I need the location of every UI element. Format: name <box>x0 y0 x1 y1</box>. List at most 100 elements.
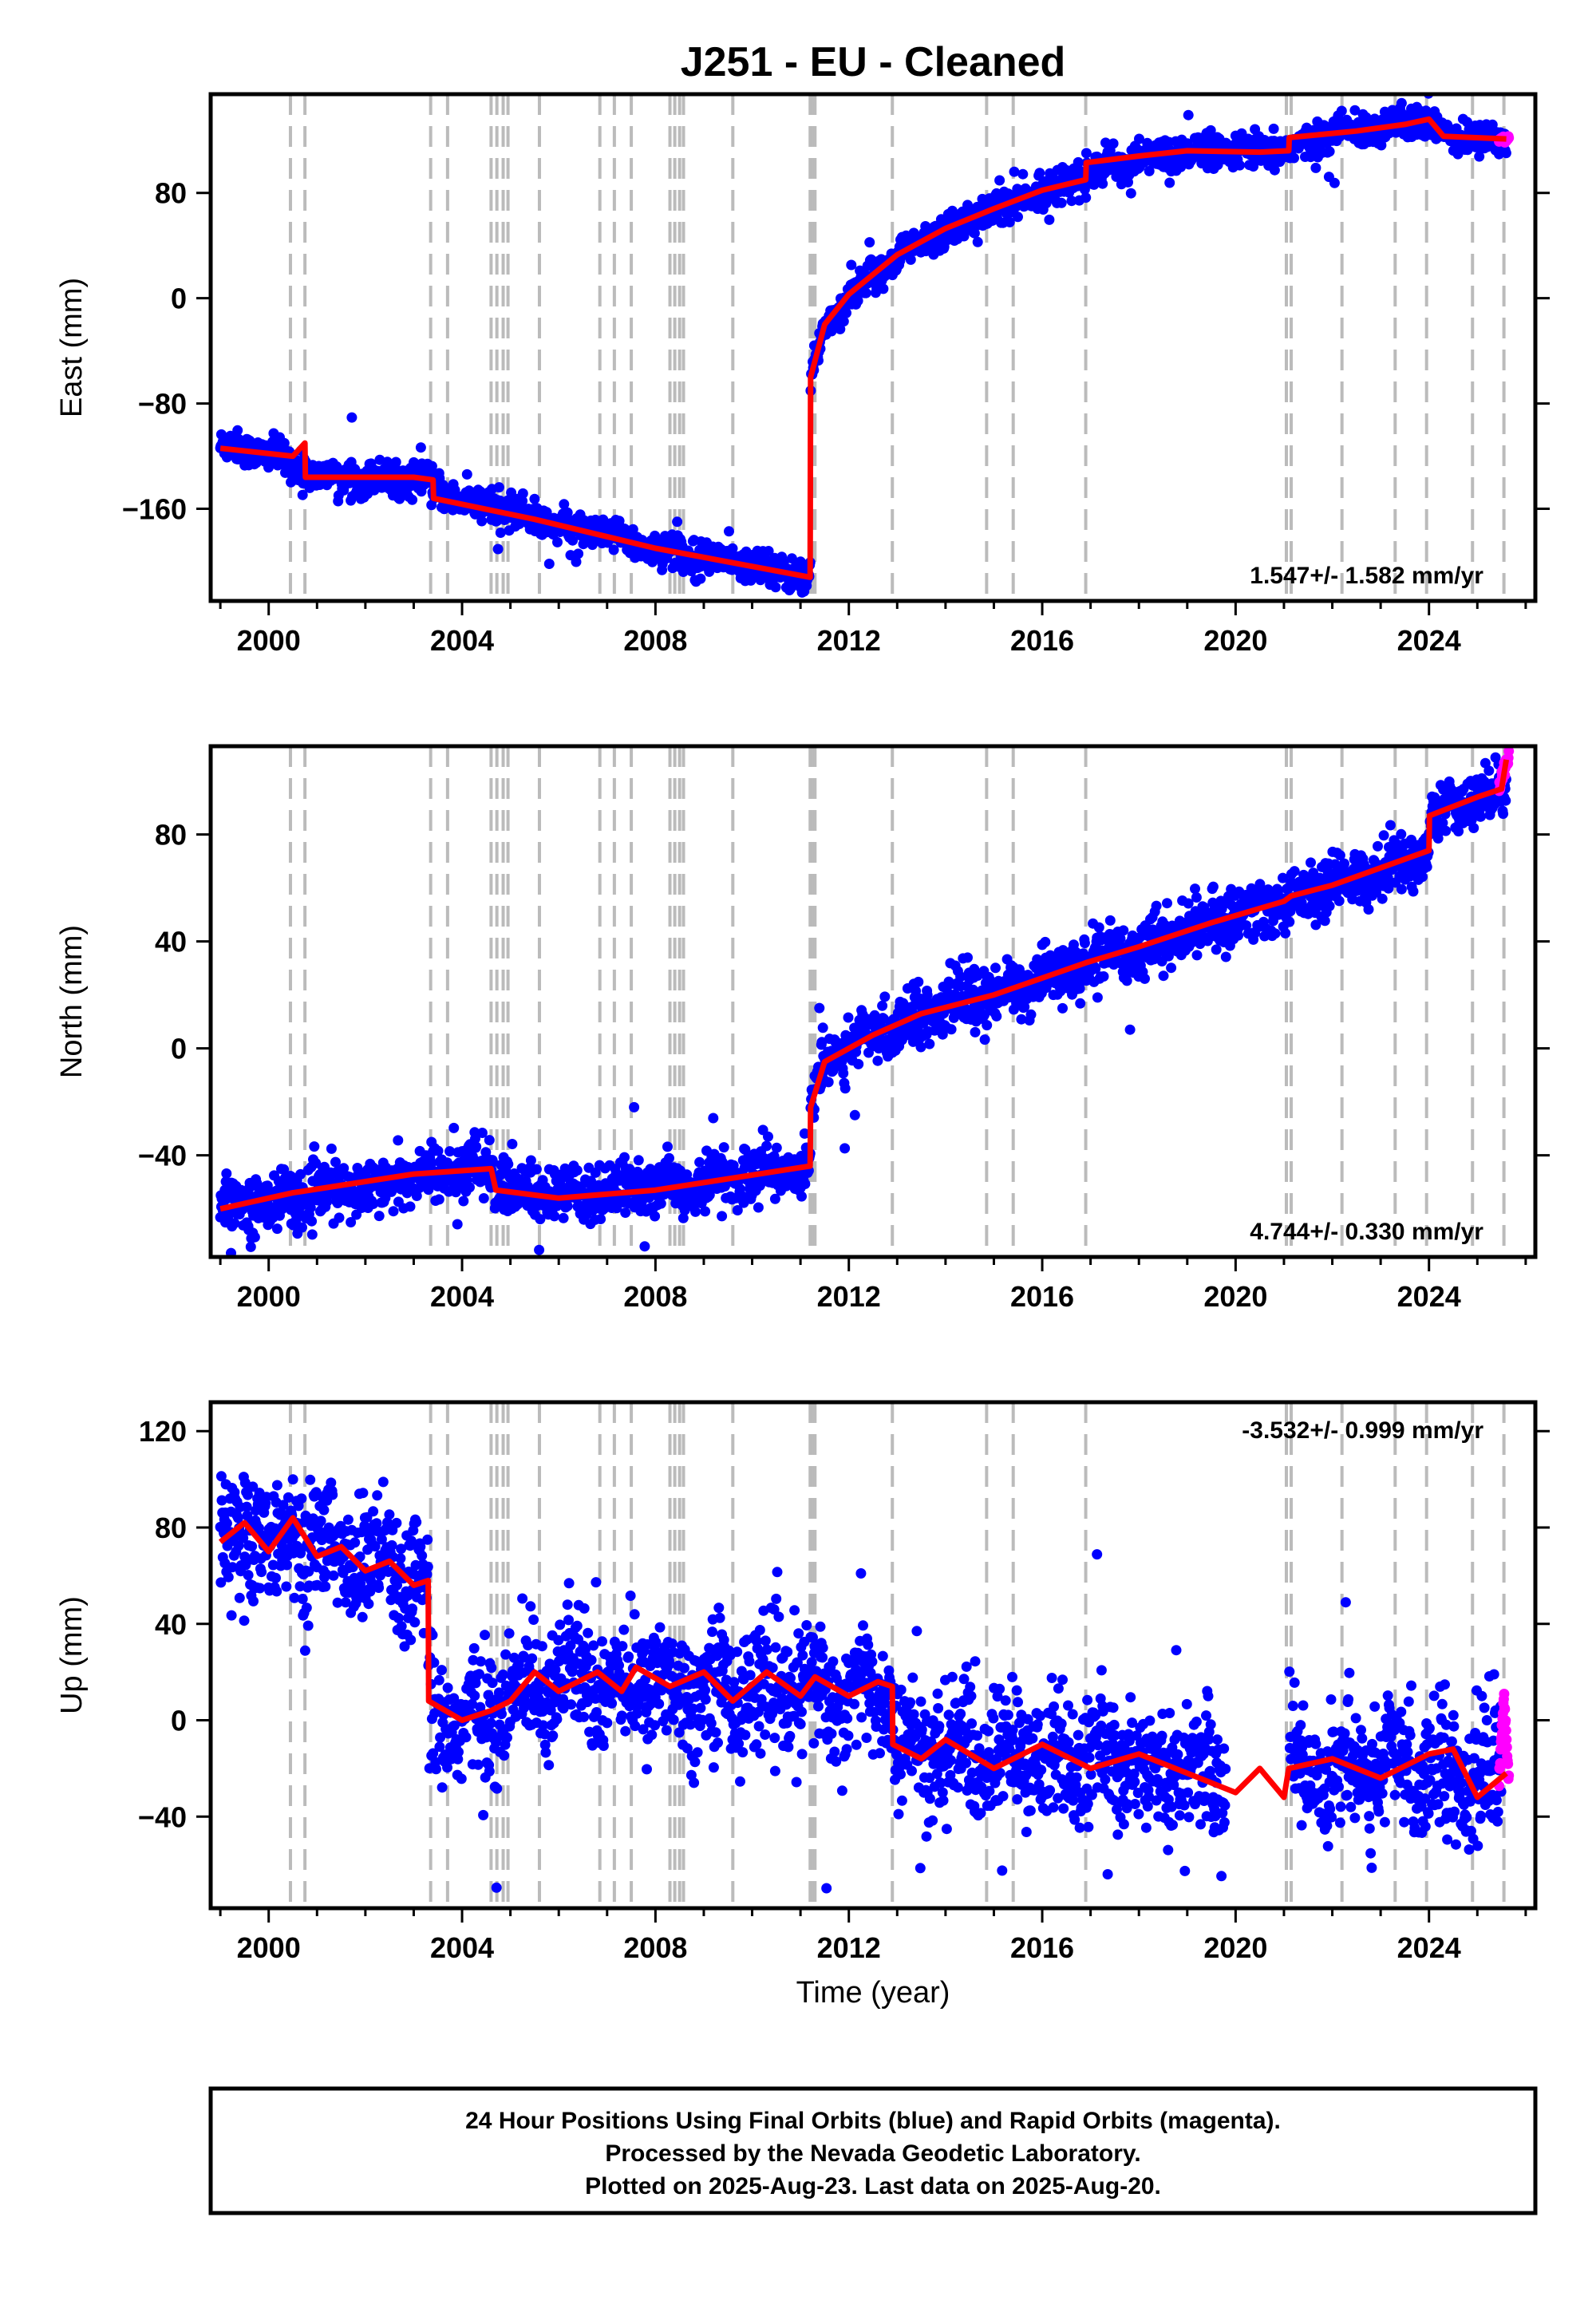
final-orbit-point <box>1079 938 1090 949</box>
final-orbit-point <box>1248 161 1259 172</box>
panel-frame <box>208 92 1538 603</box>
final-orbit-point <box>488 1156 499 1168</box>
final-orbit-point <box>461 468 472 480</box>
final-orbit-point <box>368 1199 379 1209</box>
final-orbit-point <box>507 1139 518 1149</box>
x-tick-label: 2020 <box>1203 624 1267 657</box>
final-orbit-point <box>476 1128 488 1138</box>
final-orbit-points <box>215 94 1511 598</box>
final-orbit-point <box>411 1191 422 1201</box>
final-orbit-point <box>226 1247 236 1257</box>
final-orbit-point <box>279 437 290 449</box>
final-orbit-point <box>769 1193 780 1204</box>
final-orbit-point <box>1339 858 1349 869</box>
final-orbit-point <box>877 1000 888 1011</box>
final-orbit-point <box>860 287 871 298</box>
final-orbit-point <box>1056 197 1067 208</box>
final-orbit-point <box>464 1182 475 1193</box>
final-orbit-point <box>864 237 875 248</box>
final-orbit-point <box>823 1077 834 1088</box>
final-orbit-point <box>690 1206 701 1217</box>
plot-area <box>215 94 1515 601</box>
final-orbit-point <box>476 516 488 527</box>
final-orbit-point <box>753 1202 764 1213</box>
final-orbit-point <box>1371 887 1382 898</box>
final-orbit-point <box>338 1163 350 1174</box>
final-orbit-point <box>1324 900 1335 911</box>
final-orbit-point <box>655 1198 666 1209</box>
final-orbit-point <box>334 1212 345 1223</box>
final-orbit-point <box>1241 920 1252 931</box>
final-orbit-point <box>946 1024 957 1035</box>
final-orbit-point <box>878 283 889 294</box>
final-orbit-point <box>1073 156 1084 168</box>
final-orbit-point <box>1269 164 1280 176</box>
final-orbit-point <box>838 316 849 327</box>
final-orbit-point <box>471 1141 482 1152</box>
final-orbit-point <box>763 1131 773 1142</box>
final-orbit-point <box>841 307 851 318</box>
final-orbit-point <box>915 1041 926 1053</box>
y-tick-label: 80 <box>155 177 187 210</box>
final-orbit-point <box>1296 897 1307 908</box>
final-orbit-point <box>1108 138 1119 149</box>
final-orbit-point <box>279 1164 290 1175</box>
final-orbit-point <box>1088 179 1100 190</box>
final-orbit-point <box>1191 950 1203 961</box>
final-orbit-point <box>1164 177 1175 188</box>
final-orbit-point <box>708 1113 719 1124</box>
final-orbit-point <box>639 1241 650 1252</box>
north-panel: 2000 2004 2008 2012 2016 2020 2024−4004080Nort… <box>55 744 1550 1313</box>
final-orbit-point <box>495 528 506 538</box>
final-orbit-point <box>1211 944 1222 955</box>
final-orbit-point <box>1336 105 1347 117</box>
final-orbit-point <box>1289 866 1300 877</box>
final-orbit-point <box>1104 915 1116 926</box>
final-orbit-point <box>724 526 734 537</box>
final-orbit-point <box>358 1265 369 1275</box>
final-orbit-point <box>1166 962 1177 974</box>
final-orbit-point <box>232 425 243 436</box>
final-orbit-point <box>562 1200 573 1211</box>
final-orbit-point <box>1310 162 1321 173</box>
x-tick-label: 2012 <box>817 624 881 657</box>
final-orbit-point <box>879 1014 889 1025</box>
final-orbit-point <box>1331 887 1342 898</box>
final-orbit-point <box>911 986 922 997</box>
final-orbit-point <box>1280 927 1291 939</box>
final-orbit-point <box>770 582 781 593</box>
final-orbit-points <box>215 752 1511 1275</box>
final-orbit-point <box>799 1128 810 1139</box>
final-orbit-point <box>221 1168 232 1179</box>
final-orbit-point <box>529 493 540 504</box>
final-orbit-point <box>1124 1024 1136 1035</box>
final-orbit-point <box>990 962 1001 974</box>
final-orbit-point <box>297 1222 307 1233</box>
y-axis-label: East (mm) <box>55 278 89 417</box>
final-orbit-point <box>448 1122 460 1133</box>
final-orbit-point <box>1500 148 1511 159</box>
final-orbit-point <box>458 1196 469 1207</box>
x-tick-label: 2000 <box>237 624 301 657</box>
final-orbit-point <box>1385 820 1396 831</box>
final-orbit-point <box>503 1159 514 1170</box>
final-orbit-point <box>426 460 437 472</box>
final-orbit-point <box>373 1211 385 1222</box>
final-orbit-point <box>650 1211 661 1222</box>
final-orbit-point <box>271 1223 282 1235</box>
final-orbit-point <box>1079 184 1090 195</box>
final-orbit-point <box>493 482 504 493</box>
final-orbit-point <box>662 1141 673 1152</box>
final-orbit-point <box>558 1212 569 1223</box>
final-orbit-point <box>627 524 638 535</box>
final-orbit-point <box>525 1155 536 1166</box>
final-orbit-point <box>879 991 891 1002</box>
final-orbit-point <box>728 1160 739 1171</box>
final-orbit-point <box>796 1191 807 1202</box>
final-orbit-point <box>1190 883 1200 895</box>
final-orbit-point <box>1205 124 1216 136</box>
final-orbit-point <box>1333 895 1345 907</box>
final-orbit-point <box>718 1142 729 1153</box>
final-orbit-point <box>843 1012 854 1023</box>
final-orbit-point <box>309 1141 320 1152</box>
